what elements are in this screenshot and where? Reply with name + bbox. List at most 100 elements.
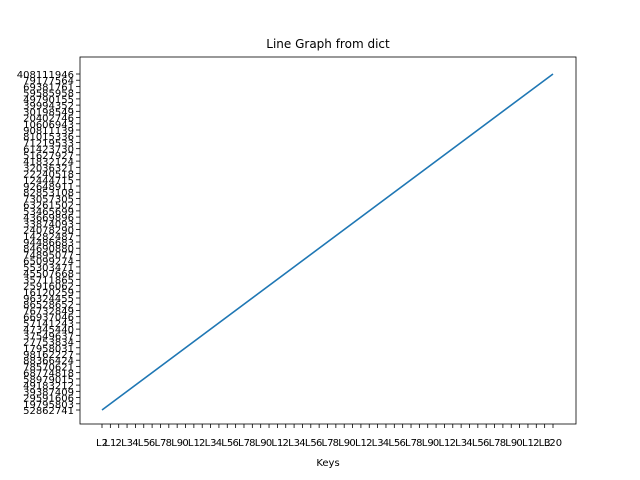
y-tick-label: 84690880 [23, 244, 74, 255]
y-tick-label: 96324455 [23, 294, 74, 305]
x-tick-label: L20 [544, 438, 562, 449]
x-tick-label: L5 [388, 438, 400, 449]
y-tick-label: 55303471 [23, 263, 74, 274]
y-tick-label: 74895077 [23, 250, 74, 261]
y-tick-label: 82853108 [23, 188, 74, 199]
x-tick-label: 6 [232, 438, 238, 449]
y-tick-label: 47345440 [23, 325, 74, 336]
y-tick-label: 39387409 [23, 387, 74, 398]
y-tick-label: 32036321 [23, 163, 74, 174]
y-tick-label: 30198549 [23, 107, 74, 118]
x-tick-label: 4 [216, 438, 222, 449]
y-tick-label: 19795803 [23, 400, 74, 411]
x-tick-label: 0 [516, 438, 522, 449]
x-tick-label: L1 [271, 438, 283, 449]
y-tick-label: 39994352 [23, 101, 74, 112]
x-tick-label: L3 [455, 438, 467, 449]
y-tick-label: 29591606 [23, 394, 74, 405]
x-tick-label: 2 [283, 438, 289, 449]
y-tick-label: 51627927 [23, 151, 74, 162]
chart-title: Line Graph from dict [266, 37, 390, 51]
x-tick-label: 8 [416, 438, 422, 449]
y-tick-label: 76732849 [23, 306, 74, 317]
x-tick-label: L9 [338, 438, 350, 449]
x-tick-label: L5 [138, 438, 150, 449]
x-tick-label: L5 [305, 438, 317, 449]
y-tick-label: 12444715 [23, 176, 74, 187]
y-tick-label: 49183212 [23, 381, 74, 392]
y-tick-label: 52862741 [23, 406, 74, 417]
x-tick-label: L9 [255, 438, 267, 449]
x-tick-label: L1 [438, 438, 450, 449]
x-tick-label: L5 [472, 438, 484, 449]
y-tick-label: 35711865 [23, 275, 74, 286]
x-tick-label: 4 [299, 438, 305, 449]
y-tick-label: 63261502 [23, 201, 74, 212]
y-tick-label: 58979015 [23, 375, 74, 386]
y-tick-label: 88366424 [23, 356, 74, 367]
x-tick-label: 6 [149, 438, 155, 449]
y-tick-label: 59585958 [23, 89, 74, 100]
x-tick-label: 8 [249, 438, 255, 449]
y-tick-label: 78570621 [23, 362, 74, 373]
y-tick-label: 20402746 [23, 114, 74, 125]
y-tick-label: 57141243 [23, 319, 74, 330]
y-tick-label: 79177564 [23, 76, 74, 87]
y-tick-label: 92648911 [23, 182, 74, 193]
y-tick-label: 408111946 [17, 70, 74, 81]
x-tick-label: L7 [322, 438, 334, 449]
x-tick-label: L1 [188, 438, 200, 449]
x-tick-label: 6 [399, 438, 405, 449]
series-line [101, 73, 554, 411]
x-tick-label: L1 [522, 438, 534, 449]
x-tick-label: L9 [171, 438, 183, 449]
axes-frame [79, 56, 577, 425]
y-tick-label: 71219533 [23, 138, 74, 149]
x-tick-label: 0 [266, 438, 272, 449]
x-tick-label: 0 [433, 438, 439, 449]
x-tick-label: 2 [116, 438, 122, 449]
x-tick-label: 2 [533, 438, 539, 449]
y-tick-label: 27753834 [23, 338, 74, 349]
y-tick-label: 66937046 [23, 313, 74, 324]
y-tick-label: 43669896 [23, 213, 74, 224]
x-tick-label: L7 [154, 438, 166, 449]
y-tick-label: 68774818 [23, 369, 74, 380]
x-tick-label: 8 [166, 438, 172, 449]
y-tick-label: 41832124 [23, 157, 74, 168]
x-axis-label: Keys [316, 458, 339, 469]
y-tick-label: 22240518 [23, 170, 74, 181]
x-tick-label: L7 [405, 438, 417, 449]
x-tick-label: L2 [96, 438, 108, 449]
y-tick-label: 69381761 [23, 82, 74, 93]
y-tick-label: 90811139 [23, 126, 74, 137]
y-tick-label: 65099274 [23, 257, 74, 268]
x-tick-label: 2 [450, 438, 456, 449]
x-tick-label: L5 [221, 438, 233, 449]
y-tick-label: 14282487 [23, 232, 74, 243]
y-tick-label: 49790155 [23, 95, 74, 106]
x-tick-label: 2 [366, 438, 372, 449]
y-tick-label: 10606943 [23, 120, 74, 131]
x-tick-label: 0 [182, 438, 188, 449]
x-tick-label: L9 [422, 438, 434, 449]
x-tick-label: 0 [349, 438, 355, 449]
x-tick-label: 8 [500, 438, 506, 449]
y-tick-label: 61423730 [23, 145, 74, 156]
x-tick-label: L3 [205, 438, 217, 449]
x-tick-label: 4 [466, 438, 472, 449]
x-tick-label: L1 [355, 438, 367, 449]
y-tick-label: 17958031 [23, 344, 74, 355]
y-tick-label: 45507668 [23, 269, 74, 280]
y-tick-label: 98162227 [23, 350, 74, 361]
x-tick-label: L3 [372, 438, 384, 449]
x-tick-label: L9 [505, 438, 517, 449]
x-tick-label: 2 [199, 438, 205, 449]
y-tick-label: 86528652 [23, 300, 74, 311]
x-tick-label: 8 [333, 438, 339, 449]
x-tick-label: 6 [316, 438, 322, 449]
x-tick-label: L3 [539, 438, 551, 449]
